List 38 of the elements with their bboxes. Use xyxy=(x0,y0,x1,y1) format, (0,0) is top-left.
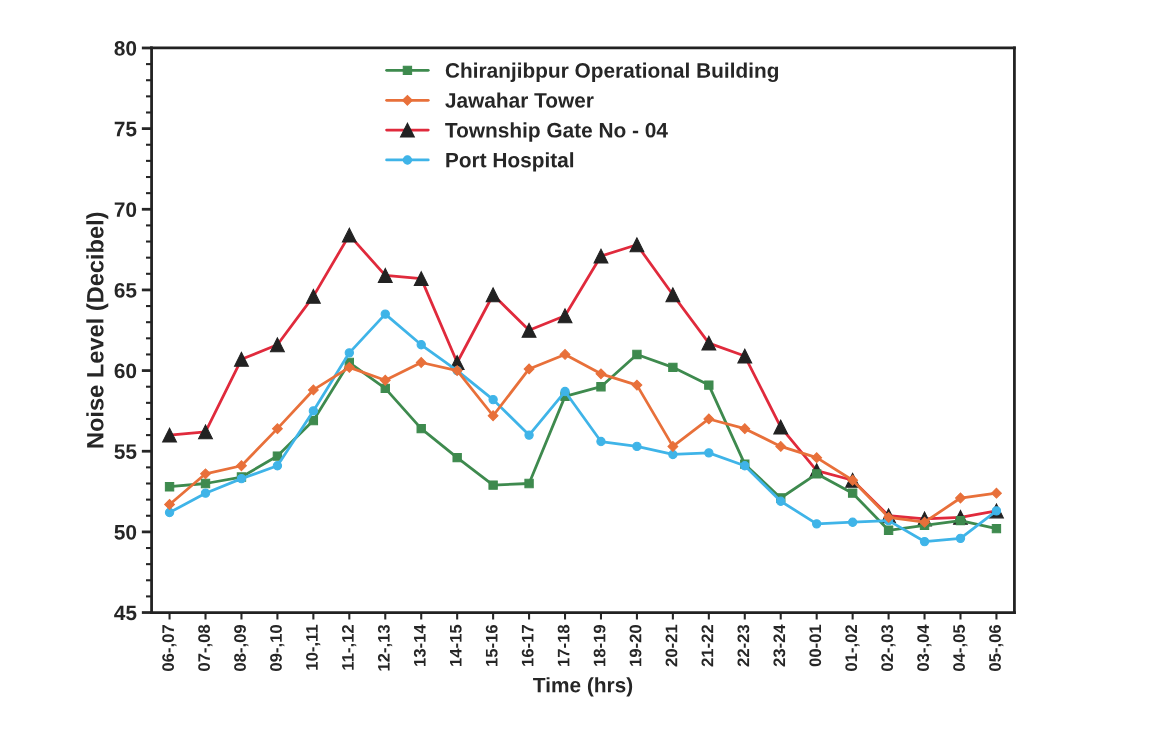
x-tick-label: 07-,08 xyxy=(198,624,213,671)
x-tick-label: 02-,03 xyxy=(881,624,896,671)
x-tick-label: 18-19 xyxy=(593,624,606,666)
x-tick-label: 04-,05 xyxy=(953,624,968,671)
x-tick-label: 06-,07 xyxy=(162,625,177,671)
y-tick-label: 45 xyxy=(114,605,137,621)
x-tick-label: 05-,06 xyxy=(989,624,1004,671)
y-tick-label: 60 xyxy=(114,363,137,379)
x-tick-label: 09-,10 xyxy=(270,625,285,671)
x-tick-label: 19-20 xyxy=(629,625,642,666)
x-tick-label: 17-18 xyxy=(557,624,570,666)
x-tick-label: 15-16 xyxy=(485,624,498,666)
legend-label: Chiranjibpur Operational Building xyxy=(445,62,779,83)
x-tick-label: 01-,02 xyxy=(845,625,860,671)
x-tick-label: 23-24 xyxy=(773,624,786,667)
x-tick-label: 08-,09 xyxy=(234,624,249,671)
x-tick-label: 22-23 xyxy=(737,624,750,667)
x-tick-label: 03-,04 xyxy=(917,624,932,671)
y-tick-label: 50 xyxy=(114,524,137,540)
x-tick-label: 21-22 xyxy=(701,625,714,667)
y-tick-label: 55 xyxy=(114,444,137,459)
x-tick-label: 14-15 xyxy=(450,624,462,666)
x-tick-label: 13-14 xyxy=(413,624,426,666)
y-tick-label: 70 xyxy=(114,202,137,218)
y-axis-title: Noise Level (Decibel) xyxy=(86,212,109,448)
x-tick-label: 20-21 xyxy=(665,624,678,667)
legend-label: Jawahar Tower xyxy=(445,92,594,108)
x-tick-label: 00-01 xyxy=(809,624,822,667)
legend-label: Township Gate No - 04 xyxy=(445,122,668,142)
x-tick-label: 16-17 xyxy=(521,625,534,666)
y-tick-label: 80 xyxy=(114,40,137,56)
legend-label: Port Hospital xyxy=(446,152,574,172)
y-tick-label: 75 xyxy=(114,121,137,137)
y-tick-label: 65 xyxy=(114,282,137,298)
x-tick-label: 12-,13 xyxy=(377,624,393,671)
x-tick-label: 11-,12 xyxy=(341,625,357,670)
x-tick-label: 10-,11 xyxy=(306,624,321,670)
x-axis-title: Time (hrs) xyxy=(533,677,633,697)
